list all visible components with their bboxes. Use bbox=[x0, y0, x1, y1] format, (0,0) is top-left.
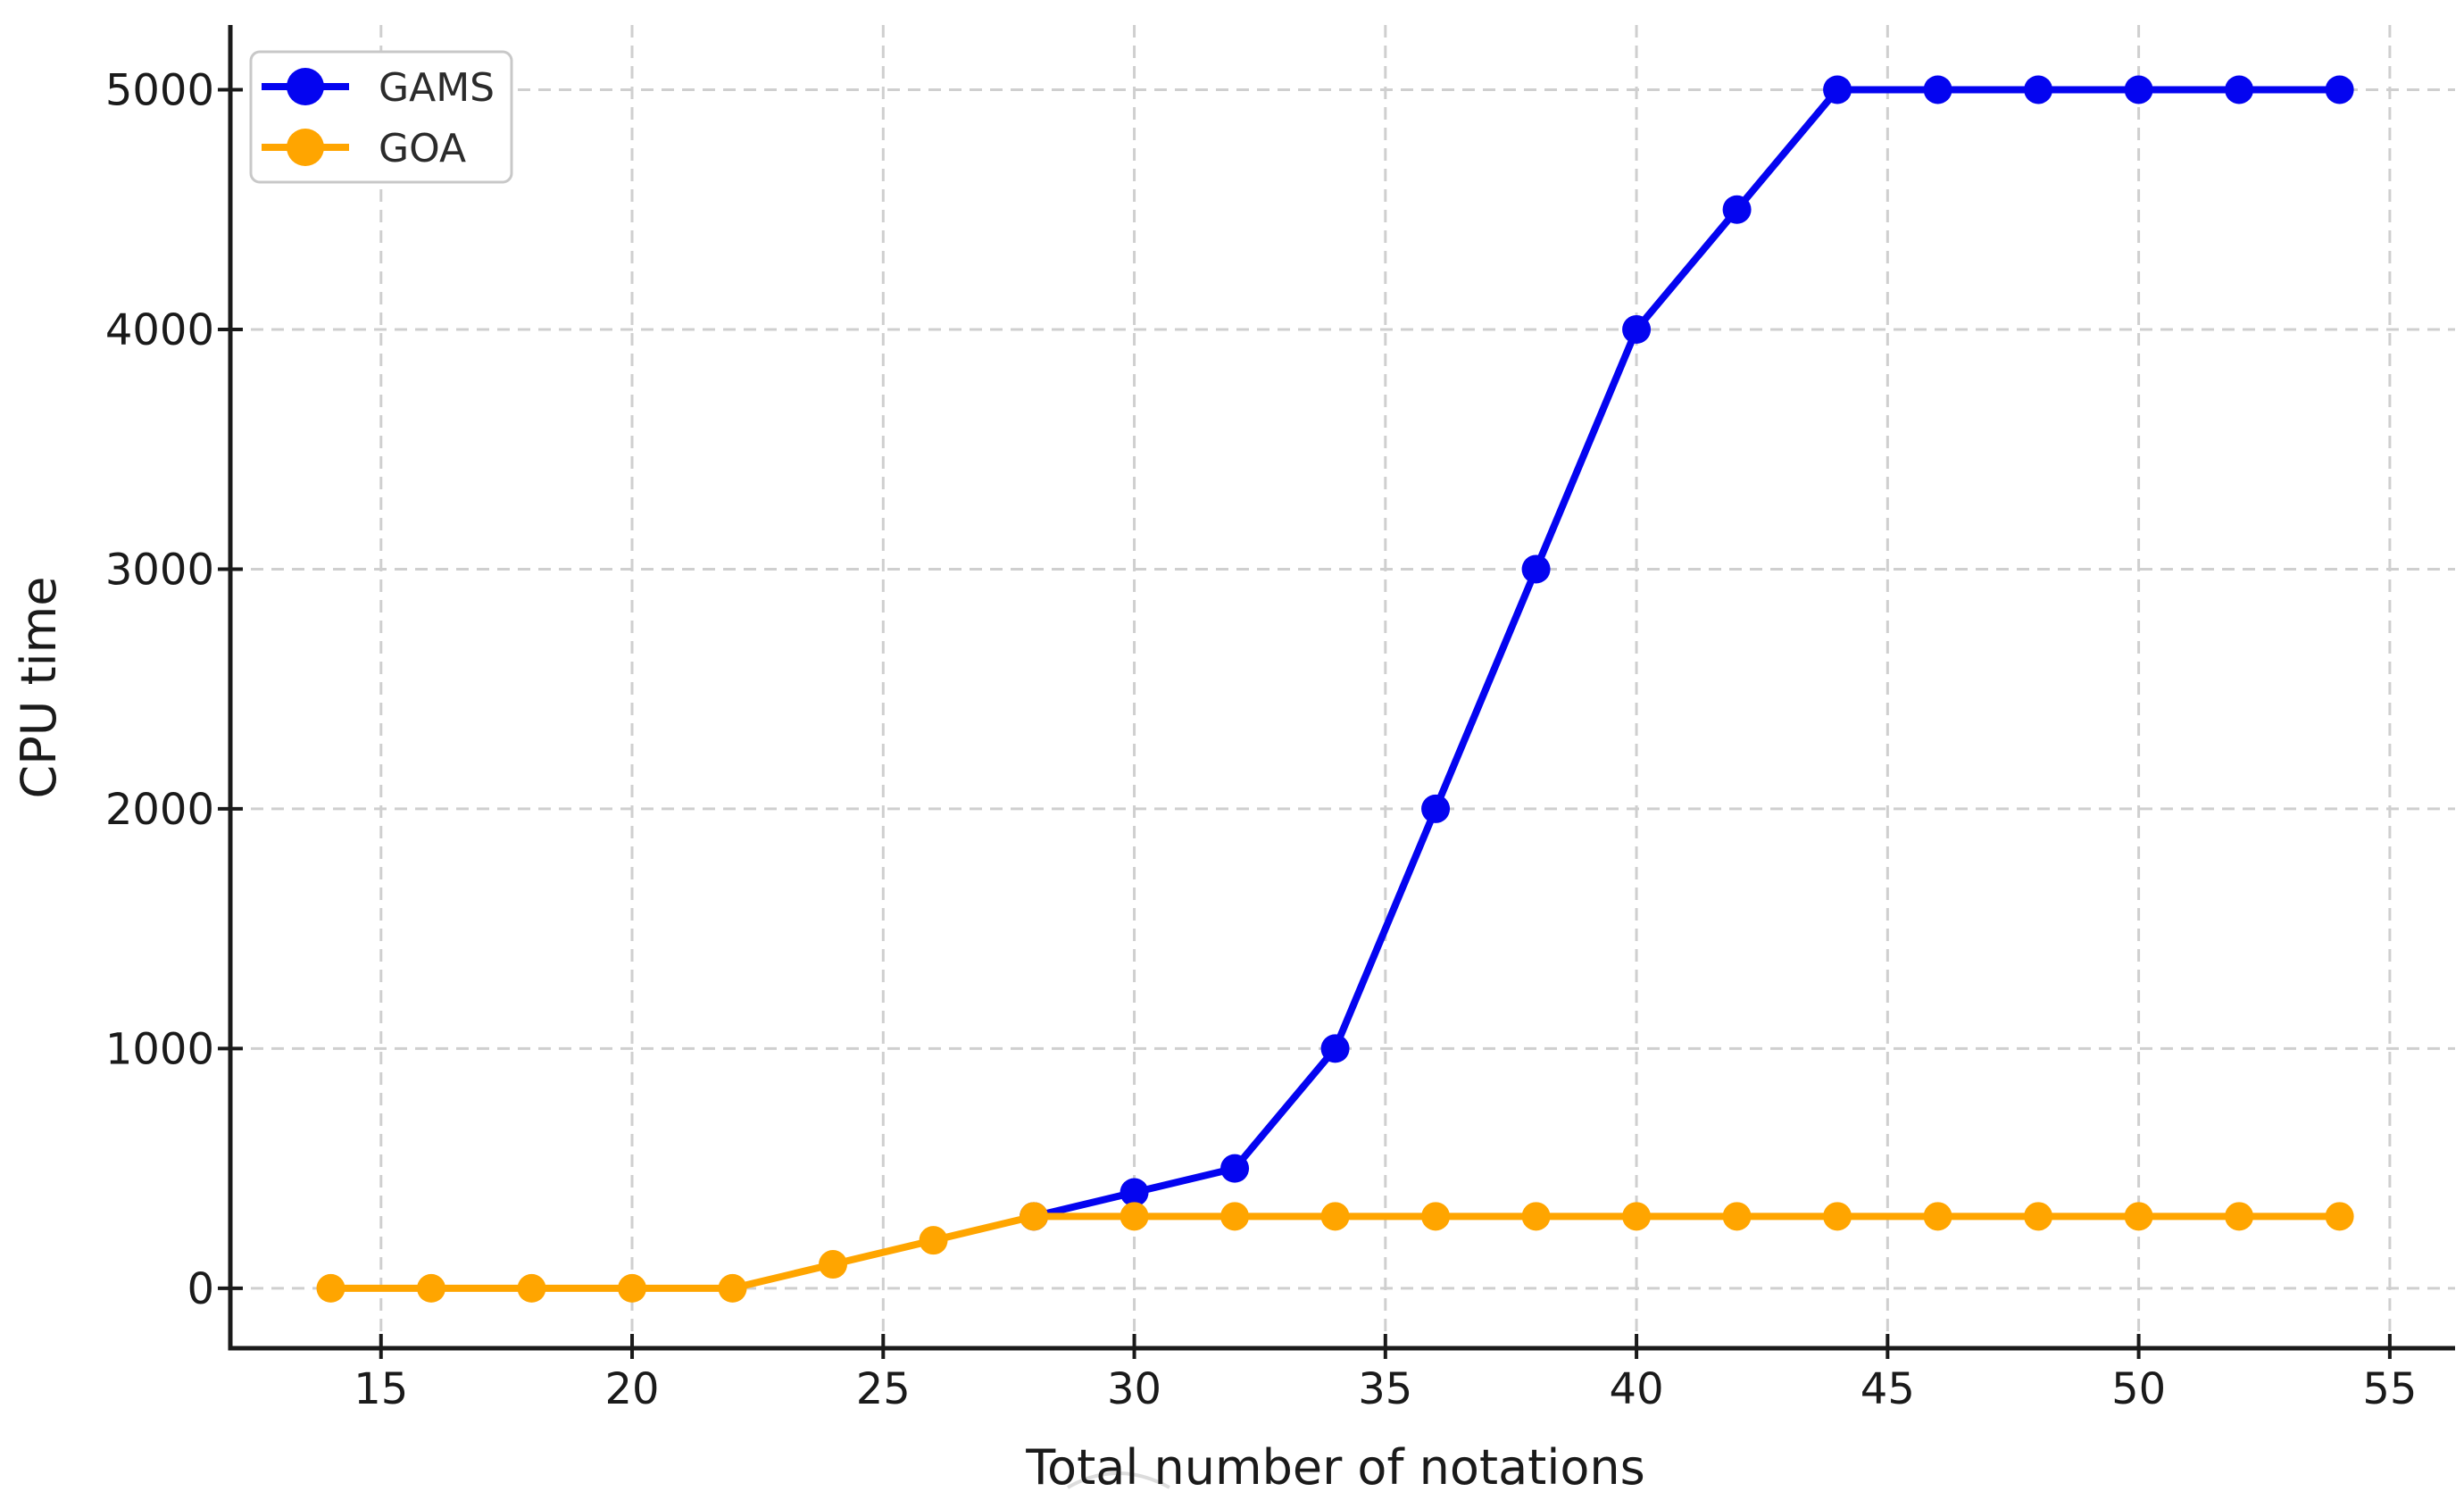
series-gams-marker bbox=[2124, 75, 2153, 104]
series-goa-marker bbox=[919, 1226, 948, 1255]
series-goa-marker bbox=[2024, 1202, 2053, 1231]
y-tick-label: 0 bbox=[187, 1264, 214, 1314]
series-goa-marker bbox=[517, 1273, 546, 1303]
series-goa-marker bbox=[718, 1273, 747, 1303]
legend-item-goa: GOA bbox=[262, 126, 466, 171]
series-goa-marker bbox=[1823, 1202, 1852, 1231]
series-gams-marker bbox=[2225, 75, 2254, 104]
series-gams-marker bbox=[2024, 75, 2053, 104]
series-gams-line bbox=[1030, 86, 2343, 1221]
series-gams-marker bbox=[1823, 75, 1852, 104]
legend-sample-gams-marker bbox=[287, 68, 324, 105]
axes-layer bbox=[218, 25, 2455, 1359]
series-gams-marker bbox=[1722, 195, 1752, 224]
series-goa-marker bbox=[2325, 1202, 2354, 1231]
series-goa-marker bbox=[819, 1250, 848, 1279]
legend-sample-goa-marker bbox=[287, 129, 324, 166]
series-goa-marker bbox=[417, 1273, 446, 1303]
series-goa-marker bbox=[2225, 1202, 2254, 1231]
series-gams-marker bbox=[2325, 75, 2354, 104]
series-gams-marker bbox=[1622, 314, 1652, 344]
x-tick-label: 25 bbox=[856, 1364, 911, 1414]
y-tick-label: 5000 bbox=[105, 65, 214, 115]
legend: GAMS GOA bbox=[249, 50, 513, 184]
series-goa bbox=[316, 1202, 2354, 1303]
series-goa-marker bbox=[2124, 1202, 2153, 1231]
series-goa-marker bbox=[1020, 1202, 1049, 1231]
x-tick-label: 20 bbox=[604, 1364, 659, 1414]
x-tick-label: 55 bbox=[2362, 1364, 2417, 1414]
watermark-arc bbox=[1067, 1471, 1170, 1489]
grid-layer bbox=[230, 25, 2455, 1348]
series-goa-marker bbox=[618, 1273, 647, 1303]
x-tick-label: 15 bbox=[354, 1364, 408, 1414]
y-tick-label: 2000 bbox=[105, 785, 214, 835]
series-gams-marker bbox=[1320, 1034, 1350, 1063]
x-tick-label: 40 bbox=[1610, 1364, 1664, 1414]
series-gams-marker bbox=[1521, 554, 1551, 584]
series-gams-marker bbox=[1923, 75, 1952, 104]
y-tick-label: 4000 bbox=[105, 305, 214, 355]
series-goa-marker bbox=[1120, 1202, 1149, 1231]
x-tick-label: 45 bbox=[1860, 1364, 1915, 1414]
series-gams-marker bbox=[1220, 1154, 1250, 1183]
x-tick-label: 50 bbox=[2111, 1364, 2166, 1414]
y-axis-label: CPU time bbox=[11, 577, 67, 799]
series-goa-marker bbox=[1521, 1202, 1551, 1231]
y-tick-label: 3000 bbox=[105, 545, 214, 595]
series-goa-marker bbox=[316, 1273, 345, 1303]
series-goa-marker bbox=[1421, 1202, 1451, 1231]
series-goa-marker bbox=[1622, 1202, 1652, 1231]
legend-label-goa: GOA bbox=[379, 126, 466, 171]
tick-label-layer: 15 20 25 30 35 40 45 50 55 0 1000 2000 3000 4000 5000 bbox=[105, 65, 2418, 1414]
x-axis-label: Total number of notations bbox=[1025, 1439, 1645, 1496]
legend-item-gams: GAMS bbox=[262, 65, 495, 111]
x-tick-label: 35 bbox=[1358, 1364, 1412, 1414]
series-gams-marker bbox=[1120, 1178, 1149, 1207]
x-tick-label: 30 bbox=[1107, 1364, 1161, 1414]
series-gams bbox=[1020, 75, 2354, 1231]
series-goa-marker bbox=[1722, 1202, 1752, 1231]
series-goa-marker bbox=[1923, 1202, 1952, 1231]
series-goa-marker bbox=[1320, 1202, 1350, 1231]
series-gams-marker bbox=[1421, 794, 1451, 823]
legend-label-gams: GAMS bbox=[379, 65, 495, 111]
y-tick-label: 1000 bbox=[105, 1024, 214, 1074]
series-goa-marker bbox=[1220, 1202, 1250, 1231]
series-layer bbox=[316, 75, 2354, 1303]
